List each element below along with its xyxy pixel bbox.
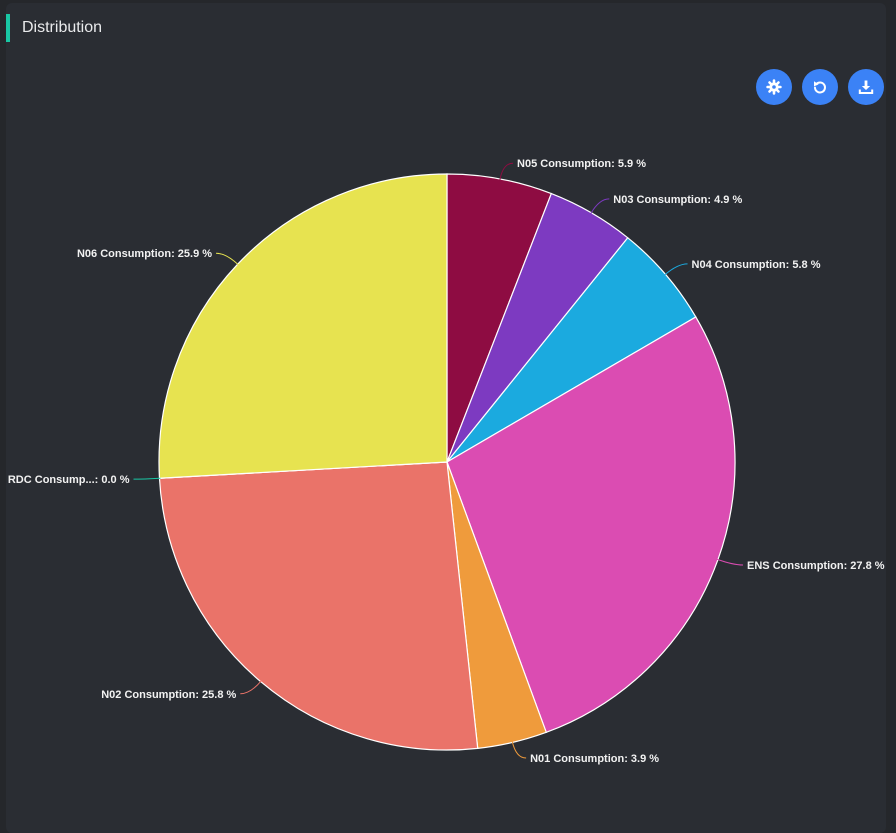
refresh-icon [814,81,826,94]
download-button[interactable] [848,69,884,105]
leader-line-n04-consumption [664,263,688,276]
label-n06-consumption: N06 Consumption: 25.9 % [77,248,212,260]
label-n04-consumption: N04 Consumption: 5.8 % [692,259,821,271]
leader-line-n02-consumption [240,680,262,695]
label-ens-consumption: ENS Consumption: 27.8 % [747,560,885,572]
leader-line-ens-consumption [716,558,744,566]
leader-line-n03-consumption [590,198,610,214]
reset-button[interactable] [802,69,838,105]
leader-line-rdc-consumption [133,477,161,480]
settings-button[interactable] [756,69,792,105]
gear-icon [766,79,782,95]
label-n05-consumption: N05 Consumption: 5.9 % [517,158,646,170]
slice-n02-consumption[interactable] [158,461,479,751]
chart-toolbar [756,69,884,105]
pie-labels: N05 Consumption: 5.9 % N03 Consumption: 4… [8,158,885,765]
panel-title: Distribution [6,14,102,42]
download-icon [858,80,874,94]
leader-line-n01-consumption [511,741,527,759]
label-n01-consumption: N01 Consumption: 3.9 % [530,753,659,765]
pie-slices [158,173,736,751]
leader-line-n05-consumption [499,162,514,181]
slice-n06-consumption[interactable] [158,173,448,479]
label-n02-consumption: N02 Consumption: 25.8 % [101,689,236,701]
label-n03-consumption: N03 Consumption: 4.9 % [613,194,742,206]
leader-line-n06-consumption [216,252,239,266]
label-rdc-consumption: RDC Consump...: 0.0 % [8,474,130,486]
